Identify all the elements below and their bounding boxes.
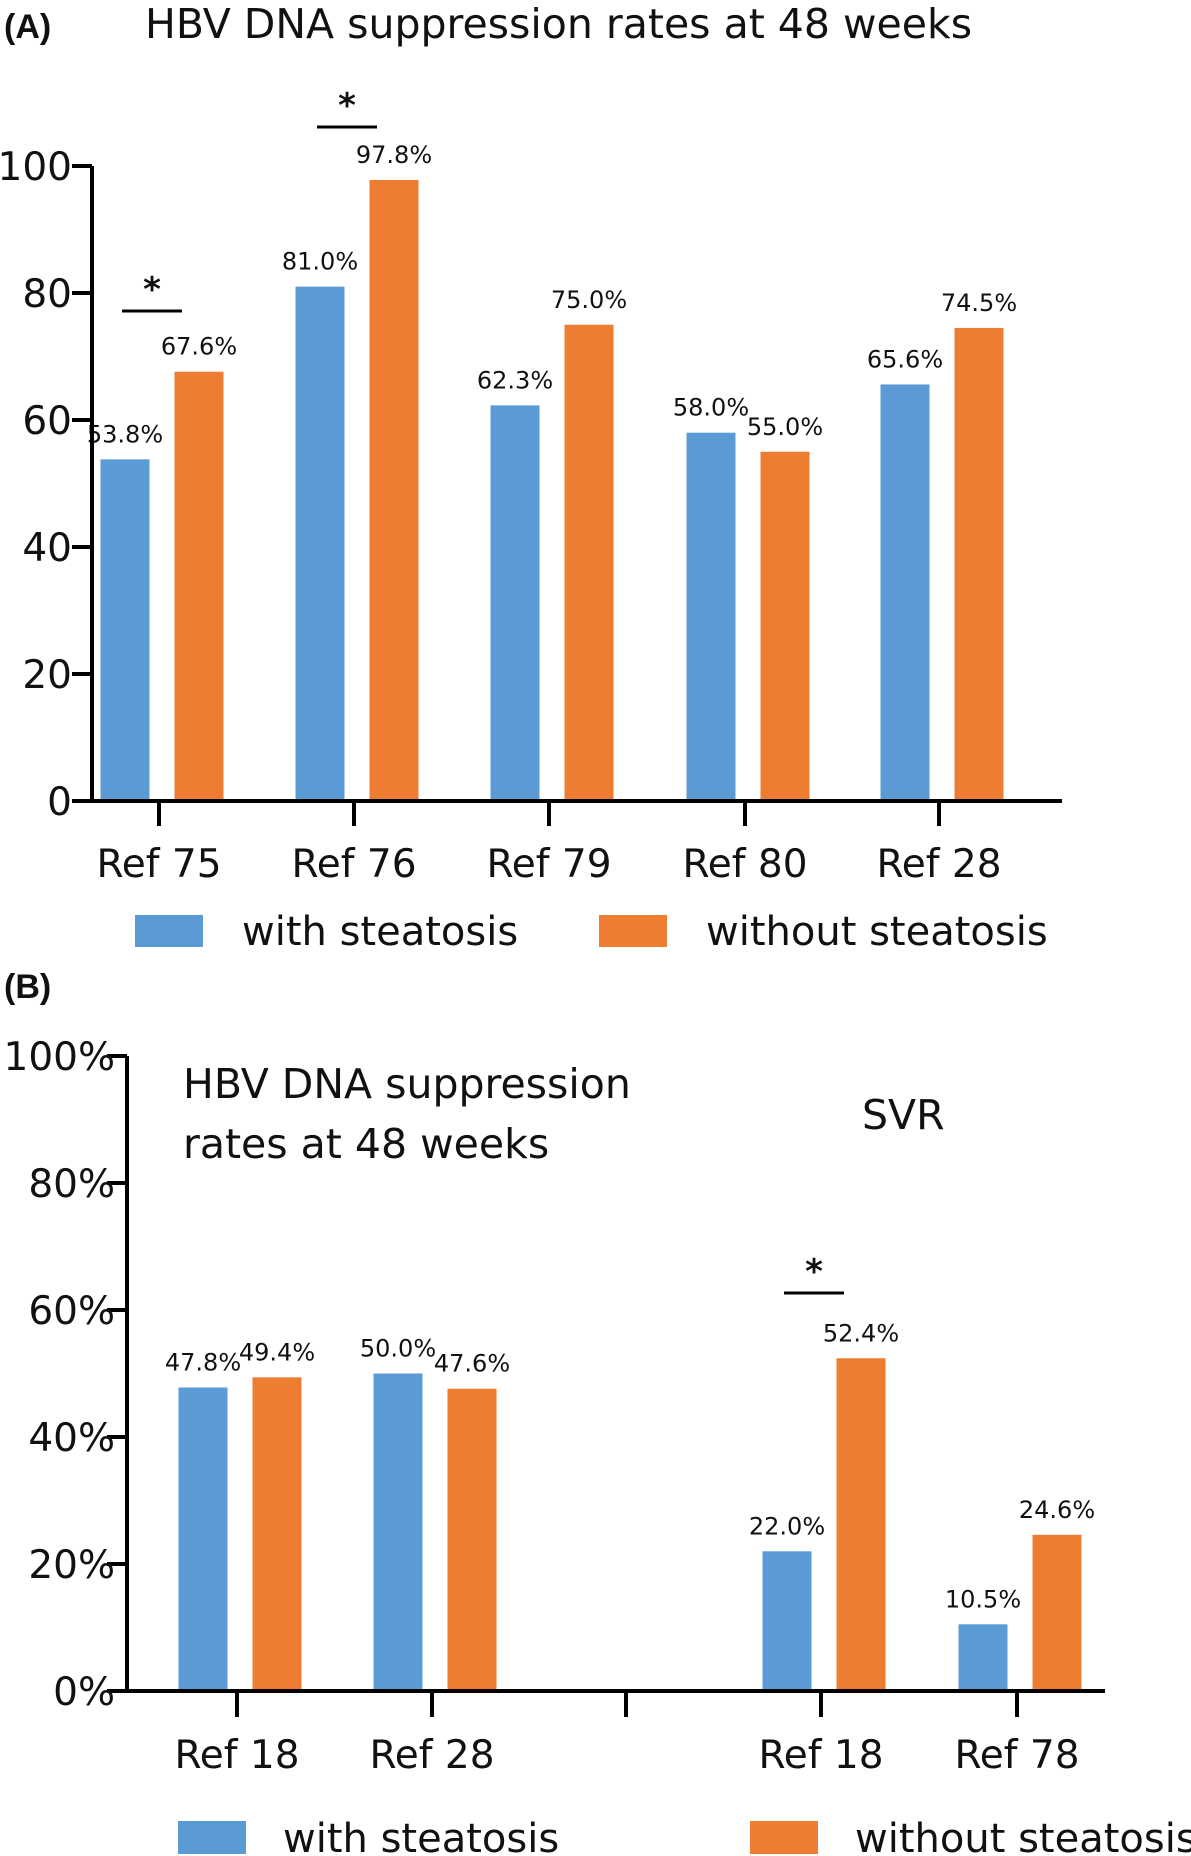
significance-star: * [338,86,356,126]
y-tick-label: 40% [28,1416,115,1461]
y-tick-label: 20 [22,653,72,698]
bar-with-steatosis [686,432,736,801]
legend-swatch-with-steatosis [135,915,203,947]
bar-without-steatosis [369,179,419,802]
data-label: 24.6% [1019,1496,1095,1524]
data-label: 52.4% [823,1319,899,1347]
bar-with-steatosis [295,286,345,801]
panel-a-legend: with steatosis without steatosis [135,909,1048,955]
y-tick-label: 20% [28,1543,115,1588]
bar-without-steatosis [1032,1534,1082,1691]
data-label: 74.5% [941,289,1017,317]
data-label: 55.0% [747,413,823,441]
x-category-label: Ref 18 [174,1733,299,1778]
significance-star: * [805,1252,823,1292]
x-category-label: Ref 18 [758,1733,883,1778]
y-tick-label: 80% [28,1162,115,1207]
bar-without-steatosis [760,451,810,801]
legend-label: without steatosis [855,1816,1191,1856]
x-category-label: Ref 28 [876,842,1001,887]
panel-b-data-labels: 47.8% 50.0% 22.0% 10.5% 49.4% 47.6% 52.4% 24.6% [165,1319,1095,1613]
bar-with-steatosis [880,384,930,801]
y-tick-label: 100 [0,145,72,190]
bar-with-steatosis [178,1387,228,1691]
bar-with-steatosis [762,1551,812,1691]
data-label: 47.6% [434,1350,510,1378]
y-tick-label: 80 [22,272,72,317]
y-tick-label: 0% [53,1670,115,1715]
data-label: 75.0% [551,286,627,314]
bar-without-steatosis [174,371,224,801]
panel-b-y-ticks: 0% 20% 40% 60% 80% 100% [4,1035,127,1715]
panel-b: (B) HBV DNA suppression rates at 48 week… [4,968,1191,1856]
legend-label: with steatosis [283,1816,559,1856]
bar-without-steatosis [447,1388,497,1691]
panel-a: (A) HBV DNA suppression rates at 48 week… [0,0,1062,955]
data-label: 62.3% [477,366,553,394]
data-label: 67.6% [161,333,237,361]
panel-b-x-ticks: Ref 18 Ref 28 Ref 18 Ref 78 [174,1691,1080,1778]
bar-with-steatosis [958,1624,1008,1691]
panel-b-legend: with steatosis without steatosis [178,1816,1191,1856]
data-label: 47.8% [165,1348,241,1376]
panel-a-bars [100,179,1004,802]
data-label: 58.0% [673,394,749,422]
bar-without-steatosis [252,1377,302,1691]
bar-with-steatosis [490,405,540,801]
bar-with-steatosis [373,1373,423,1691]
y-tick-label: 40 [22,526,72,571]
x-category-label: Ref 28 [369,1733,494,1778]
data-label: 10.5% [945,1585,1021,1613]
data-label: 50.0% [360,1335,436,1363]
data-label: 53.8% [87,420,163,448]
panel-a-x-ticks: Ref 75 Ref 76 Ref 79 Ref 80 Ref 28 [96,801,1002,887]
bar-without-steatosis [836,1358,886,1691]
x-category-label: Ref 80 [682,842,807,887]
bar-without-steatosis [564,324,614,801]
panel-a-significance: ** [122,86,377,313]
significance-star: * [143,270,161,310]
x-category-label: Ref 76 [291,842,416,887]
data-label: 81.0% [282,248,358,276]
panel-b-group-title-2: SVR [862,1091,945,1139]
x-category-label: Ref 79 [486,842,611,887]
legend-swatch-without-steatosis [750,1821,818,1854]
panel-b-group-title-1-line-1: HBV DNA suppression [183,1060,631,1108]
panel-a-title: HBV DNA suppression rates at 48 weeks [145,0,972,48]
panel-a-y-ticks: 0 20 40 60 80 100 [0,145,92,825]
panel-a-data-labels: 53.8% 81.0% 62.3% 58.0% 65.6% 67.6% 97.8% 75.0%… [87,141,1017,448]
legend-label: without steatosis [706,909,1048,955]
panel-a-label: (A) [4,8,51,46]
data-label: 22.0% [749,1512,825,1540]
x-category-label: Ref 78 [954,1733,1079,1778]
x-category-label: Ref 75 [96,842,221,887]
legend-label: with steatosis [242,909,518,955]
y-tick-label: 0 [47,780,72,825]
panel-b-label: (B) [4,968,51,1006]
y-tick-label: 60 [22,399,72,444]
data-label: 49.4% [239,1338,315,1366]
bar-with-steatosis [100,459,150,801]
data-label: 97.8% [356,141,432,169]
panel-b-group-title-1-line-2: rates at 48 weeks [183,1120,549,1168]
legend-swatch-without-steatosis [599,915,667,947]
panel-b-bars [178,1358,1082,1691]
y-tick-label: 60% [28,1289,115,1334]
bar-without-steatosis [954,327,1004,801]
legend-swatch-with-steatosis [178,1821,246,1854]
panel-b-significance: * [784,1252,844,1295]
y-tick-label: 100% [4,1035,116,1080]
data-label: 65.6% [867,345,943,373]
